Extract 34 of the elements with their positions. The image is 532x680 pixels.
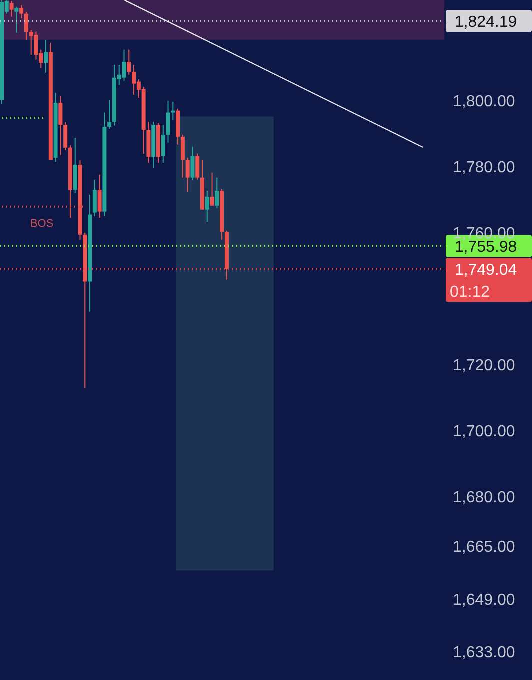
candlestick: [92, 179, 97, 217]
ref-line-label: BOS: [30, 218, 54, 230]
candlestick: [10, 0, 14, 18]
candlestick: [205, 190, 210, 223]
candlestick: [210, 172, 214, 206]
y-tick-label: 1,720.00: [453, 358, 516, 375]
text: 01:12: [450, 284, 490, 302]
y-tick-label: 1,800.00: [453, 94, 516, 111]
ref-line-label: 1,824.19: [454, 14, 518, 32]
candlestick: [58, 96, 63, 156]
candlestick: [186, 158, 190, 193]
candlestick: [190, 146, 195, 181]
candlestick: [24, 11, 28, 40]
ref-line-label: 1,755.98: [454, 239, 518, 256]
y-tick-label: 1,665.00: [453, 539, 516, 556]
candlestick: [127, 49, 132, 76]
candlestick: [171, 101, 176, 121]
candlestick: [14, 6, 19, 34]
y-tick-label: 1,633.00: [453, 644, 516, 662]
candlestick: [20, 4, 24, 19]
y-tick-label: 1,680.00: [453, 490, 516, 507]
y-tick-label: 1,700.00: [453, 424, 516, 441]
candlestick: [215, 177, 220, 209]
candlestick: [44, 39, 48, 74]
y-tick-label: 1,780.00: [453, 160, 516, 177]
candlestick: [64, 122, 68, 151]
candlestick: [161, 124, 166, 164]
candlestick: [180, 134, 185, 178]
candlestick: [196, 153, 200, 180]
y-tick-label: 1,649.00: [453, 592, 516, 609]
ref-line-label: 1,749.04: [454, 262, 518, 280]
candlestick: [166, 100, 170, 144]
candlestick: [108, 99, 112, 130]
candlestick: [98, 174, 102, 219]
